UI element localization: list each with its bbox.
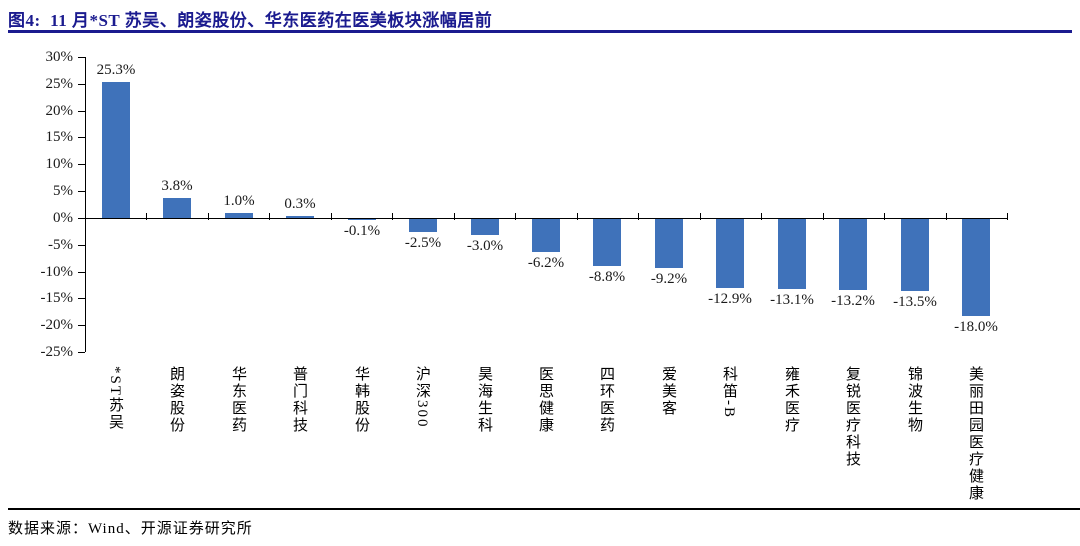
x-axis-tick bbox=[1007, 213, 1008, 220]
bar-value-label: -2.5% bbox=[404, 235, 442, 251]
x-axis-tick bbox=[208, 213, 209, 220]
bar bbox=[348, 219, 376, 220]
y-axis-tick-label: 10% bbox=[45, 156, 74, 172]
bar bbox=[655, 219, 683, 268]
x-axis-tick bbox=[392, 213, 393, 220]
y-axis-tick bbox=[78, 325, 85, 326]
y-axis-tick bbox=[78, 137, 85, 138]
x-axis-tick bbox=[85, 213, 86, 220]
y-axis-tick-label: -25% bbox=[40, 344, 74, 360]
y-axis-tick bbox=[78, 218, 85, 219]
bar bbox=[901, 219, 929, 291]
data-source-caption: 数据来源：Wind、开源证券研究所 bbox=[8, 521, 253, 537]
category-label: 四环医药 bbox=[598, 366, 614, 434]
y-axis-tick-label: -20% bbox=[40, 317, 74, 333]
category-label: 普门科技 bbox=[291, 366, 307, 434]
x-axis-tick bbox=[331, 213, 332, 220]
x-axis-tick bbox=[761, 213, 762, 220]
y-axis-tick bbox=[78, 84, 85, 85]
x-axis-tick bbox=[946, 213, 947, 220]
y-axis-tick-label: 5% bbox=[53, 183, 73, 199]
bar-value-label: 3.8% bbox=[161, 178, 193, 194]
bar bbox=[778, 219, 806, 289]
x-axis-tick bbox=[638, 213, 639, 220]
x-axis-tick bbox=[269, 213, 270, 220]
y-axis-tick bbox=[78, 352, 85, 353]
category-label: *ST苏吴 bbox=[107, 366, 123, 432]
category-label: 华韩股份 bbox=[353, 366, 369, 434]
bar-value-label: 0.3% bbox=[284, 196, 316, 212]
x-axis-zero-line bbox=[85, 218, 1007, 219]
y-axis-tick-label: -15% bbox=[40, 290, 74, 306]
bar bbox=[286, 216, 314, 218]
category-label: 锦波生物 bbox=[906, 366, 922, 434]
bar-value-label: 25.3% bbox=[96, 62, 136, 78]
category-label: 沪深300 bbox=[414, 366, 430, 429]
x-axis-tick bbox=[700, 213, 701, 220]
y-axis-tick bbox=[78, 191, 85, 192]
bar-value-label: -13.5% bbox=[893, 294, 937, 310]
category-label: 朗姿股份 bbox=[168, 366, 184, 434]
bar bbox=[839, 219, 867, 290]
y-axis-tick-label: 20% bbox=[45, 103, 74, 119]
x-axis-tick bbox=[454, 213, 455, 220]
y-axis-tick-label: 25% bbox=[45, 76, 74, 92]
bar bbox=[409, 219, 437, 232]
y-axis-tick bbox=[78, 111, 85, 112]
bar-value-label: -18.0% bbox=[954, 319, 998, 335]
x-axis-tick bbox=[515, 213, 516, 220]
figure-title: 图4: 11 月*ST 苏吴、朗姿股份、华东医药在医美板块涨幅居前 bbox=[8, 11, 493, 30]
title-underline bbox=[8, 30, 1072, 33]
category-label: 科笛-B bbox=[721, 366, 737, 419]
bar bbox=[962, 219, 990, 316]
category-label: 昊海生科 bbox=[476, 366, 492, 434]
y-axis-tick bbox=[78, 272, 85, 273]
category-label: 医思健康 bbox=[537, 366, 553, 434]
bar bbox=[593, 219, 621, 266]
bar-value-label: -8.8% bbox=[588, 269, 626, 285]
footer-divider bbox=[8, 508, 1080, 510]
y-axis-tick-label: 0% bbox=[53, 210, 73, 226]
x-axis-tick bbox=[146, 213, 147, 220]
bar-value-label: -13.2% bbox=[831, 293, 875, 309]
y-axis-tick bbox=[78, 164, 85, 165]
category-label: 雍禾医疗 bbox=[783, 366, 799, 434]
y-axis-tick bbox=[78, 298, 85, 299]
y-axis-line bbox=[85, 57, 86, 352]
bar-value-label: -6.2% bbox=[527, 255, 565, 271]
bar bbox=[163, 198, 191, 218]
x-axis-tick bbox=[823, 213, 824, 220]
bar-value-label: -9.2% bbox=[650, 271, 688, 287]
x-axis-tick bbox=[577, 213, 578, 220]
bar bbox=[471, 219, 499, 235]
x-axis-tick bbox=[884, 213, 885, 220]
bar bbox=[102, 82, 130, 218]
bar-value-label: -3.0% bbox=[466, 238, 504, 254]
y-axis-tick-label: 15% bbox=[45, 129, 74, 145]
y-axis-tick-label: 30% bbox=[45, 49, 74, 65]
bar-value-label: -13.1% bbox=[770, 292, 814, 308]
y-axis-tick bbox=[78, 57, 85, 58]
bar bbox=[532, 219, 560, 252]
bar bbox=[225, 213, 253, 218]
bar bbox=[716, 219, 744, 288]
category-label: 复锐医疗科技 bbox=[844, 366, 860, 468]
bar-value-label: 1.0% bbox=[223, 193, 255, 209]
bar-value-label: -0.1% bbox=[343, 223, 381, 239]
y-axis-tick-label: -10% bbox=[40, 264, 74, 280]
y-axis-tick bbox=[78, 245, 85, 246]
category-label: 华东医药 bbox=[230, 366, 246, 434]
y-axis-tick-label: -5% bbox=[48, 237, 73, 253]
category-label: 美丽田园医疗健康 bbox=[967, 366, 983, 502]
bar-value-label: -12.9% bbox=[708, 291, 752, 307]
category-label: 爱美客 bbox=[660, 366, 676, 417]
